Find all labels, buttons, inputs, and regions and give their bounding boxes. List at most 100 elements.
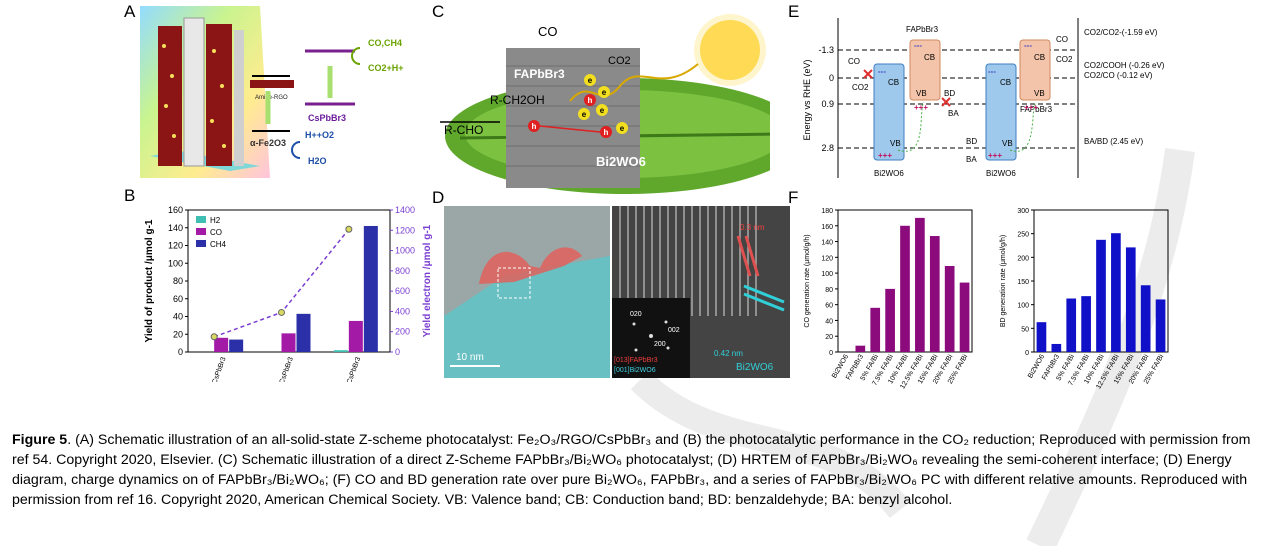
y-tick-label: 50 [1021,326,1029,333]
electron-dot: e [582,110,587,119]
e-holes: +++ [988,151,1002,160]
legend-label: H2 [210,216,221,225]
panel-a-schematic: Amine-RGO CsPbBr3 α-Fe2O3 CO,CH4 CO2+H+ … [140,6,404,178]
legend-label: CH4 [210,240,227,249]
y-tick-label: 60 [825,303,833,310]
bar-co [348,320,363,352]
bar [1051,343,1062,352]
y2-tick-label: 200 [395,327,410,337]
fft-label-2: [001]Bi2WO6 [614,367,656,374]
c-co-top-label: CO [538,24,558,39]
e-tick: 0 [829,73,834,83]
y-tick-label: 160 [168,205,183,215]
panel-letter-f: F [788,188,799,207]
d-bi2wo6-label: Bi2WO6 [736,362,774,373]
e-vb-label: VB [1002,139,1013,148]
y-tick-label: 80 [825,287,833,294]
bar [870,307,881,352]
electron-dot: e [588,76,593,85]
e-right-label: BA/BD (2.45 eV) [1084,137,1143,146]
e-cb-label: CB [1034,53,1045,62]
hole-dot: h [604,128,609,137]
e-cb-label: CB [1000,78,1011,87]
y-tick-label: 180 [821,208,833,215]
e-electrons: --- [914,41,922,50]
bar [929,236,940,352]
y-tick-label: 20 [825,334,833,341]
chart-b: 0 20 40 60 80 100 120 140 160 0 200 400 600 800 1000 12… [144,205,433,382]
h-o2-label: H++O2 [305,130,334,140]
chart-f-bd: 0 50 100 150 200 250 300 BD generation rate (μm… [1000,208,1169,390]
x-tick-label: α-Fe2O3/Amine-RGO/CsPbBr3 [322,356,362,382]
y-tick-label: 150 [1017,279,1029,286]
y-tick-label: 140 [821,240,833,247]
e-bd-label: BD [966,137,977,146]
y2-tick-label: 1000 [395,246,415,256]
bar [1081,296,1091,352]
y-tick-label: 300 [1017,208,1029,215]
e-cb-label: CB [924,53,935,62]
c-rcho-label: R-CHO [444,123,483,137]
co-ch4-label: CO,CH4 [368,38,402,48]
panel-letter-a: A [124,2,136,21]
electron-dot: e [600,106,605,115]
e-ba-label: BA [966,155,977,164]
e-vb-label: VB [916,89,927,98]
legend-swatch [196,228,206,235]
figure-caption: Figure 5. (A) Schematic illustration of … [12,430,1270,510]
e-right-label: CO2/CO (-0.12 eV) [1084,71,1153,80]
panel-d-hrtem: 10 nm [013]FAPbBr3 [001]Bi2WO6 020 002 2… [444,206,790,378]
legend-swatch [196,240,206,247]
y-tick-label: 120 [821,255,833,262]
electron-yield-line [213,228,350,338]
y-tick-label: 160 [821,224,833,231]
bar [1155,299,1166,352]
panel-e-energy-diagram: Energy vs RHE (eV) -1.3 0 0.9 2.8 CO2/CO… [802,18,1165,178]
fe2o3-label: α-Fe2O3 [250,138,286,148]
bar [1140,285,1151,352]
y2-tick-label: 1200 [395,225,415,235]
electron-yield-point [210,333,218,341]
e-electrons: --- [988,67,996,76]
y-tick-label: 100 [1017,303,1029,310]
x-tick-label: CsPbBr3 [211,356,227,382]
bar [885,288,895,352]
bar-h2 [333,350,348,352]
y-tick-label: 200 [1017,255,1029,262]
y-tick-label: 0 [829,350,833,357]
y-axis-label: BD generation rate (μmol/g/h) [1000,235,1007,327]
e-co-label: CO [1056,35,1068,44]
d-spacing-1: 0.3 nm [740,223,765,232]
y-tick-label: 80 [173,276,183,286]
electron-dot: e [620,124,625,133]
e-cb-label: CB [888,78,899,87]
y2-tick-label: 800 [395,266,410,276]
x-tick-label: α-Fe2O3/CsPbBr3 [269,356,295,382]
caption-text: . (A) Schematic illustration of an all-s… [12,432,1251,508]
electron-yield-point [345,225,353,233]
hole-dot: h [588,96,593,105]
c-fapbbr3-label: FAPbBr3 [514,67,565,81]
e-co2-label: CO2 [852,83,869,92]
bar-co [281,333,296,352]
bar-co [214,337,229,352]
panel-letter-e: E [788,2,800,21]
fft-label-5: 200 [654,341,666,348]
y-tick-label: 60 [173,294,183,304]
e-bd-label: BD [944,89,955,98]
chart-f-co: 0 20 40 60 80 100 120 140 160 180 CO generation ra… [804,208,973,390]
y-tick-label: 40 [825,318,833,325]
e-bi2wo6-label: Bi2WO6 [874,169,904,178]
legend-swatch [196,216,206,223]
c-co2-label: CO2 [608,55,631,67]
e-right-label: CO2/CO2-(-1.59 eV) [1084,28,1158,37]
bar [1036,322,1047,352]
y-tick-label: 140 [168,223,183,233]
bar-ch4 [363,225,378,352]
e-fapbbr3-label: FAPbBr3 [906,25,939,34]
bar [915,217,925,352]
y-axis-label: CO generation rate (μmol/g/h) [804,234,811,327]
y-axis-label: Yield of product /μmol g-1 [144,219,155,342]
y-tick-label: 40 [173,312,183,322]
